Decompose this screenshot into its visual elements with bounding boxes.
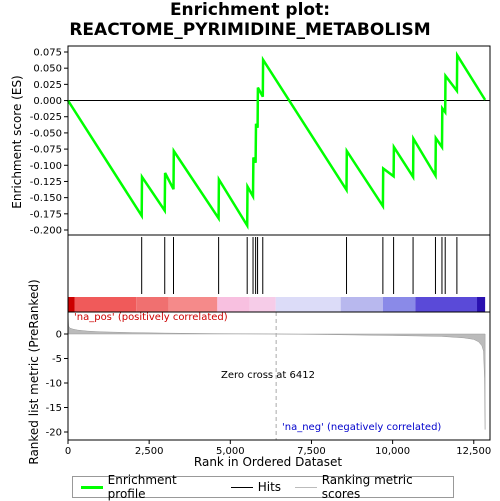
legend: Enrichment profile Hits Ranking metric s… [72,473,454,501]
rank-y-tick-label: -20 [46,428,62,439]
colorbar-segment [340,297,383,312]
rank-y-tick-label: -5 [52,354,62,365]
axes-layer: 0.075 0.050 0.025 0.000 -0.025 -0.050 -0.075 -0… [30,45,491,457]
hits-panel [141,237,458,294]
x-tick-label: 12,500 [456,446,491,457]
colorbar-segment [249,297,276,312]
es-y-axis-label: Enrichment score (ES) [10,75,24,208]
ranking-metric-area [67,311,486,430]
legend-hits-label: Hits [257,480,282,494]
es-y-tick-label: -0.025 [30,112,62,123]
title-line-1: Enrichment plot: [169,0,331,20]
es-y-tick-label: -0.125 [30,177,62,188]
legend-item-hits: Hits [230,480,282,494]
es-y-tick-label: 0.000 [33,96,62,107]
pos-correlated-label: 'na_pos' (positively correlated) [74,312,228,323]
rank-y-axis-label: Ranked list metric (PreRanked) [27,279,41,464]
zero-cross-label: Zero cross at 6412 [221,370,315,381]
es-y-tick-label: 0.050 [33,64,62,75]
rank-y-tick-label: -10 [46,379,62,390]
x-tick-label: 7,500 [297,446,326,457]
colorbar-segment [382,297,416,312]
legend-profile-label: Enrichment profile [107,473,177,501]
x-tick-label: 2,500 [135,446,164,457]
es-y-tick-label: -0.075 [30,145,62,156]
colorbar-segment [74,297,137,312]
legend-ranking-label: Ranking metric scores [321,473,413,501]
x-tick-label: 5,000 [216,446,245,457]
es-y-tick-label: -0.100 [30,161,62,172]
x-tick-label: 10,000 [375,446,410,457]
rank-y-tick-label: -15 [46,403,62,414]
es-panel-frame [67,45,491,236]
legend-profile-swatch [81,485,103,489]
colorbar-segment [68,297,75,312]
x-axis-label: Rank in Ordered Dataset [194,455,342,469]
es-y-tick-label: -0.150 [30,193,62,204]
es-y-tick-label: -0.200 [30,226,62,237]
es-y-tick-label: -0.050 [30,128,62,139]
legend-ranking-swatch [295,486,317,488]
title-line-2: REACTOME_PYRIMIDINE_METABOLISM [69,20,431,40]
neg-correlated-label: 'na_neg' (negatively correlated) [282,422,441,433]
ranking-panel-frame [67,311,491,441]
chart-title: Enrichment plot: REACTOME_PYRIMIDINE_MET… [0,0,500,40]
enrichment-profile-line [66,50,487,230]
es-y-tick-label: -0.175 [30,209,62,220]
ranking-panel [67,311,486,440]
x-tick-label: 0 [65,446,71,457]
es-panel [66,50,490,230]
legend-item-profile: Enrichment profile [81,473,217,501]
es-y-tick-label: 0.075 [33,48,62,59]
colorbar-segment [477,297,486,312]
colorbar-segment [168,297,218,312]
colorbar-panel [68,297,486,312]
colorbar-segment [415,297,478,312]
colorbar-segment [275,297,341,312]
colorbar-segment [136,297,169,312]
colorbar-segment [217,297,250,312]
es-y-tick-label: 0.025 [33,80,62,91]
legend-hits-swatch [230,486,253,488]
rank-y-tick-label: 0 [56,330,62,341]
legend-item-ranking: Ranking metric scores [295,473,453,501]
